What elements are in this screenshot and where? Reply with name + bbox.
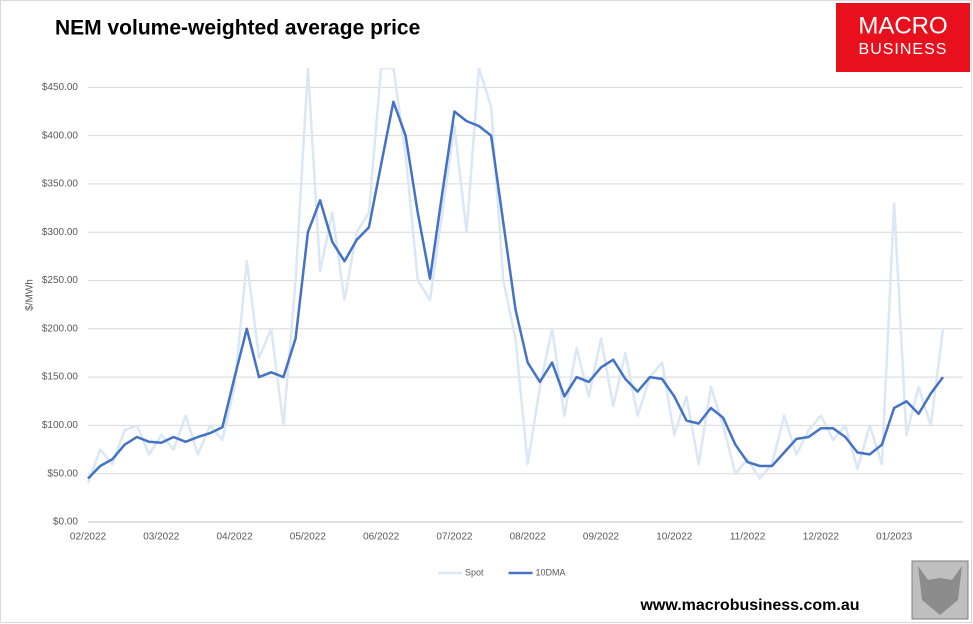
legend-label: Spot [465,567,484,577]
y-tick-label: $400.00 [42,130,79,141]
x-tick-label: 02/2022 [70,532,107,543]
x-tick-label: 06/2022 [363,532,400,543]
series-line [86,68,945,484]
x-tick-label: 05/2022 [290,532,327,543]
y-tick-label: $100.00 [42,420,79,431]
x-tick-label: 11/2022 [730,532,766,543]
y-tick-label: $250.00 [42,275,79,286]
legend-label: 10DMA [536,567,566,577]
chart-title: NEM volume-weighted average price [55,17,420,40]
x-tick-label: 09/2022 [583,532,620,543]
y-tick-label: $350.00 [42,179,79,190]
logo-text: MACRO [858,12,947,39]
y-tick-label: $300.00 [42,227,79,238]
footer: www.macrobusiness.com.au [639,597,859,614]
y-tick-label: $50.00 [47,468,78,479]
y-tick-label: $150.00 [42,372,79,383]
x-tick-label: 03/2022 [143,532,180,543]
plot [86,68,945,484]
x-tick-label: 04/2022 [216,532,253,543]
x-tick-label: 10/2022 [656,532,693,543]
x-tick-label: 01/2023 [876,532,913,543]
fox-icon [918,566,962,615]
y-tick-label: $200.00 [42,323,79,334]
x-tick-label: 12/2022 [803,532,840,543]
logo-box [836,3,970,72]
logo-text: BUSINESS [859,41,948,58]
y-axis-label: $/MWh [25,279,36,311]
x-tick-label: 07/2022 [436,532,473,543]
y-tick-label: $0.00 [53,517,78,528]
y-tick-label: $450.00 [42,82,79,93]
series-line [87,100,945,480]
x-tick-label: 08/2022 [510,532,547,543]
